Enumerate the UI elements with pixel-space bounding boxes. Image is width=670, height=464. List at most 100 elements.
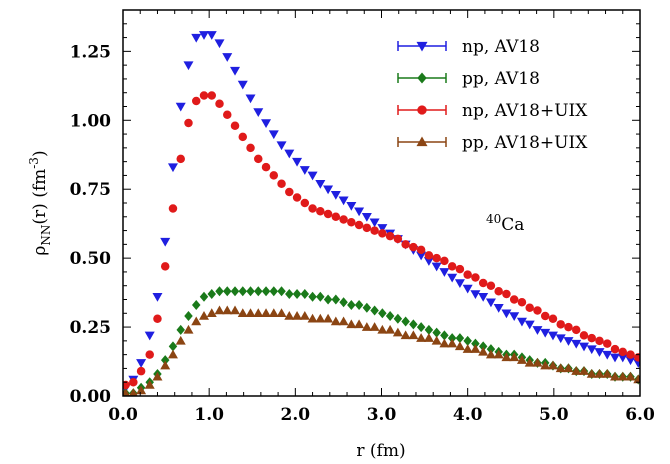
data-point [323,209,333,219]
data-point [191,316,202,326]
data-point [470,344,481,353]
data-point [555,363,566,373]
data-point [610,344,620,354]
data-point [152,371,163,381]
data-point [307,171,318,181]
legend-marker [416,136,428,147]
data-point [556,320,565,329]
data-point [400,330,411,340]
data-point [237,308,248,318]
data-point [129,377,138,387]
data-point [284,311,295,320]
data-point [424,251,434,260]
data-point [463,335,472,346]
data-point [378,229,387,238]
data-point [587,333,596,343]
data-point [392,327,403,337]
data-point [292,193,302,202]
data-point [300,288,310,299]
data-point [245,94,256,104]
data-point [586,368,597,378]
data-point [237,80,248,90]
data-point [485,298,496,308]
data-point [618,347,628,357]
data-point [308,291,317,302]
data-point [493,304,504,313]
data-point [603,339,612,348]
data-point [509,352,520,362]
data-point [160,237,171,247]
data-point [123,380,130,390]
data-point [292,157,303,167]
data-point [215,99,224,108]
data-point [144,379,155,389]
data-point [168,204,178,213]
data-point [222,305,233,315]
legend-label: pp, AV18+UIX [462,133,588,153]
data-point [485,349,496,359]
data-point [432,327,441,338]
data-point [198,31,209,40]
y-tick-label: 0.25 [70,318,111,338]
data-point [292,288,302,299]
data-point [409,242,418,252]
data-point [462,284,473,294]
data-point [299,166,310,175]
data-point [610,371,621,381]
data-point [385,231,395,241]
data-point [455,333,465,344]
data-point [362,302,372,313]
x-tick-label: 4.0 [453,405,483,425]
data-point [261,119,272,129]
data-point [401,316,410,327]
data-point [299,311,310,320]
plot-points [123,31,640,396]
x-tick-labels: 0.0 1.0 2.0 3.0 4.0 5.0 6.0 [108,405,655,425]
data-point [354,207,365,217]
data-point [175,335,186,345]
y-axis-title-main: ρ [30,246,50,256]
data-point [214,39,225,49]
y-axis-title-text: ρNN(r) (fm-3) [27,150,53,255]
data-point [346,202,357,211]
data-point [123,388,131,396]
data-point [625,356,636,366]
y-axis-title-rest: (r) (fm [30,169,50,225]
data-point [533,306,542,315]
data-point [214,305,225,315]
data-point [416,322,426,333]
data-point [455,264,465,274]
data-point [478,292,489,302]
data-point [339,215,348,224]
data-point [432,253,441,263]
data-point [175,102,186,112]
data-point [330,190,341,200]
data-point [230,121,240,131]
data-point [454,341,465,351]
data-point [136,385,147,395]
data-point [245,308,256,318]
data-point [471,338,480,349]
data-point [222,53,233,62]
data-point [540,360,551,370]
data-point [447,273,458,283]
data-point [183,324,194,334]
y-axis-title-sup: -3 [27,157,41,169]
data-point [447,338,458,348]
data-point [168,341,178,352]
data-point [354,300,364,311]
data-point [207,288,217,299]
data-point [563,363,574,373]
data-point [347,300,356,311]
data-point [323,185,334,195]
x-tick-label: 5.0 [539,405,569,425]
x-tick-label: 3.0 [367,405,397,425]
data-point [184,311,193,322]
data-point [377,324,388,334]
data-point [230,305,241,315]
data-point [331,294,341,305]
data-point [385,311,395,322]
data-point [486,281,496,290]
data-point [440,330,449,341]
data-point [378,308,387,319]
